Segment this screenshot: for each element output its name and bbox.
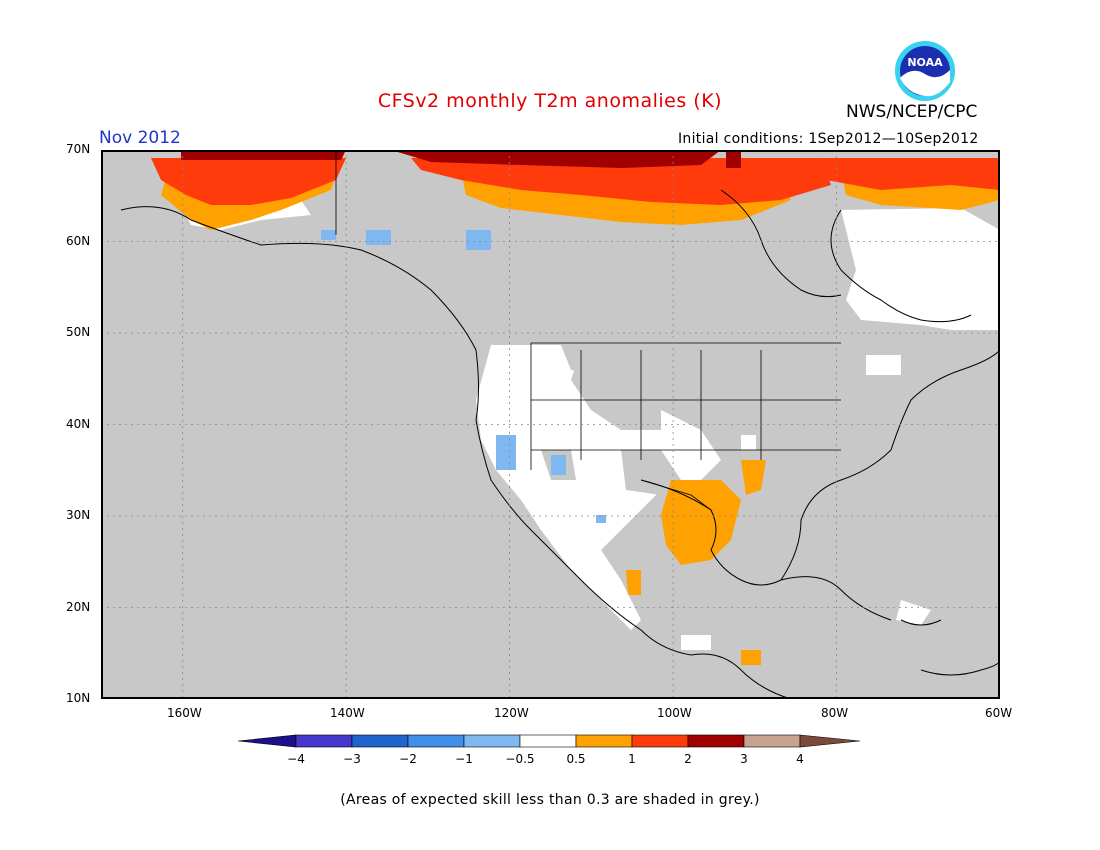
forecast-month: Nov 2012 [99,128,181,148]
lat-label: 70N [66,142,91,156]
warm-anomaly-darkred [181,150,741,168]
colorbar-label: −0.5 [505,752,534,766]
lat-label: 10N [66,691,91,705]
lon-label: 100W [657,706,692,720]
lon-label: 140W [330,706,365,720]
colorbar-swatch [463,734,521,748]
colorbar-label: 4 [796,752,804,766]
colorbar-swatch [407,734,465,748]
colorbar-label: −2 [399,752,417,766]
political-borders [335,150,841,511]
colorbar-arrow-high [799,734,861,748]
lon-label: 60W [985,706,1013,720]
colorbar-label: 1 [628,752,636,766]
lat-label: 60N [66,234,91,248]
colorbar-label: 0.5 [566,752,585,766]
colorbar-arrow-low [237,734,297,748]
colorbar-label: −1 [455,752,473,766]
map-frame [101,150,1000,699]
colorbar-swatch [295,734,353,748]
initial-conditions: Initial conditions: 1Sep2012—10Sep2012 [678,131,979,147]
colorbar-swatch [631,734,689,748]
lon-label: 120W [494,706,529,720]
colorbar-swatch [743,734,801,748]
agency-label: NWS/NCEP/CPC [846,102,978,122]
colorbar-label: 3 [740,752,748,766]
colorbar: −4 −3 −2 −1 −0.5 0.5 1 2 3 4 [237,733,862,773]
lat-label: 40N [66,417,91,431]
colorbar-swatch [519,734,577,748]
colorbar-label: 2 [684,752,692,766]
noaa-logo-icon: NOAA [894,40,956,102]
lon-label: 80W [821,706,849,720]
lat-lon-grid [101,150,1000,699]
anomaly-map [100,150,1001,700]
colorbar-label: −3 [343,752,361,766]
lon-label: 160W [167,706,202,720]
colorbar-label: −4 [287,752,305,766]
lat-label: 30N [66,508,91,522]
colorbar-swatch [351,734,409,748]
skill-footnote: (Areas of expected skill less than 0.3 a… [340,792,760,808]
lat-label: 20N [66,600,91,614]
colorbar-swatch [575,734,633,748]
colorbar-swatch [687,734,745,748]
logo-text: NOAA [907,56,943,69]
chart-title: CFSv2 monthly T2m anomalies (K) [377,90,723,112]
lat-label: 50N [66,325,91,339]
